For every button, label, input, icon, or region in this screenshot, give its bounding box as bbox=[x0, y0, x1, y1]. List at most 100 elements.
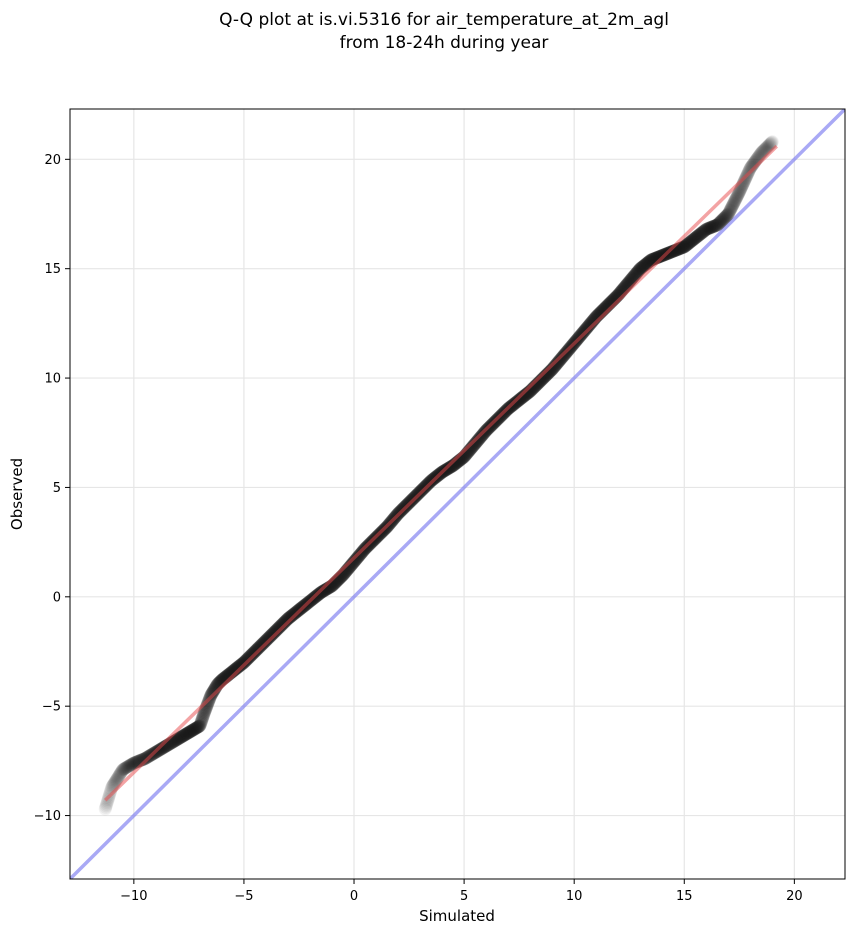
quantile-point bbox=[721, 208, 735, 222]
quantile-point bbox=[189, 721, 203, 735]
quantile-point bbox=[261, 632, 275, 646]
y-axis-ticks: −10 −5 0 5 10 15 20 bbox=[34, 153, 70, 824]
quantile-point bbox=[185, 723, 199, 737]
quantile-point bbox=[712, 217, 725, 231]
quantile-point bbox=[446, 459, 460, 473]
quantile-point bbox=[279, 613, 293, 627]
quantile-point bbox=[169, 733, 183, 747]
quantile-point bbox=[155, 741, 169, 755]
quantile-point bbox=[654, 249, 668, 263]
quantile-point bbox=[681, 236, 695, 250]
quantile-point bbox=[511, 394, 525, 408]
quantile-point bbox=[180, 727, 194, 741]
quantile-point bbox=[581, 319, 595, 333]
quantile-point bbox=[170, 733, 184, 747]
quantile-point bbox=[631, 264, 645, 278]
quantile-point bbox=[195, 711, 209, 725]
quantile-point bbox=[686, 233, 700, 247]
quantile-point bbox=[690, 230, 704, 244]
quantile-point bbox=[666, 244, 680, 258]
quantile-point bbox=[552, 354, 566, 368]
quantile-point bbox=[631, 264, 645, 278]
y-axis-label: Observed bbox=[8, 458, 26, 530]
quantile-point bbox=[123, 758, 137, 772]
quantile-point bbox=[138, 751, 152, 765]
quantile-point bbox=[266, 627, 280, 641]
quantile-point bbox=[255, 637, 269, 651]
quantile-point bbox=[194, 714, 208, 728]
quantile-point bbox=[580, 321, 594, 335]
x-tick-label: −5 bbox=[234, 889, 253, 904]
quantile-point bbox=[174, 730, 188, 744]
quantile-point bbox=[468, 436, 482, 450]
y-tick-label: −10 bbox=[34, 809, 61, 824]
quantile-point bbox=[256, 636, 270, 650]
quantile-point bbox=[245, 647, 259, 661]
quantile-point bbox=[262, 631, 276, 645]
quantile-point bbox=[675, 241, 689, 255]
quantile-point bbox=[247, 645, 261, 659]
quantile-point bbox=[238, 654, 252, 668]
quantile-point bbox=[443, 461, 457, 475]
quantile-point bbox=[627, 269, 641, 283]
quantile-point bbox=[245, 648, 259, 662]
quantile-point bbox=[244, 649, 258, 663]
quantile-point bbox=[174, 730, 188, 744]
quantile-point bbox=[126, 756, 140, 770]
quantile-point bbox=[552, 354, 566, 368]
quantile-point bbox=[743, 162, 757, 176]
quantile-point bbox=[276, 616, 290, 630]
quantile-point bbox=[691, 229, 705, 243]
quantile-point bbox=[270, 623, 284, 637]
quantile-point bbox=[181, 726, 195, 740]
quantile-point bbox=[683, 235, 697, 249]
quantile-point bbox=[639, 257, 653, 271]
quantile-point bbox=[120, 760, 134, 774]
quantile-point bbox=[579, 323, 593, 337]
quantile-point bbox=[182, 725, 196, 739]
quantile-point bbox=[702, 221, 716, 235]
quantile-point bbox=[679, 239, 693, 253]
quantile-point bbox=[684, 235, 698, 249]
quantile-point bbox=[265, 627, 279, 641]
plot-frame bbox=[69, 108, 846, 880]
quantile-point bbox=[173, 731, 187, 745]
quantile-point bbox=[703, 221, 717, 235]
quantile-point bbox=[653, 249, 667, 263]
quantile-point bbox=[273, 620, 287, 633]
quantile-point bbox=[121, 760, 135, 774]
quantile-point bbox=[268, 624, 282, 638]
quantile-point bbox=[710, 218, 724, 232]
quantile-point bbox=[696, 225, 710, 239]
quantile-point bbox=[119, 761, 133, 775]
chart-title-line-1: Q-Q plot at is.vi.5316 for air_temperatu… bbox=[219, 10, 669, 30]
quantile-point bbox=[550, 356, 564, 370]
quantile-point bbox=[250, 642, 264, 656]
quantile-point bbox=[689, 231, 703, 245]
quantile-point bbox=[444, 460, 458, 474]
quantile-point bbox=[246, 646, 260, 660]
quantile-point bbox=[154, 742, 168, 756]
quantile-point bbox=[118, 761, 132, 775]
quantile-point bbox=[551, 355, 565, 369]
quantile-point bbox=[273, 620, 287, 634]
quantile-point bbox=[630, 266, 644, 280]
quantile-point bbox=[316, 585, 330, 599]
quantile-point bbox=[634, 261, 648, 275]
quantile-point bbox=[516, 390, 530, 404]
quantile-point bbox=[246, 646, 260, 660]
quantile-point bbox=[628, 268, 642, 282]
quantile-point bbox=[549, 358, 563, 372]
quantile-point bbox=[269, 623, 283, 637]
quantile-point bbox=[720, 208, 734, 222]
quantile-point bbox=[467, 438, 481, 452]
quantile-point bbox=[272, 621, 286, 635]
quantile-point bbox=[274, 619, 288, 633]
quantile-point bbox=[695, 226, 709, 240]
quantile-point bbox=[692, 228, 706, 242]
quantile-point bbox=[257, 636, 271, 650]
quantile-point bbox=[316, 584, 330, 598]
quantile-point bbox=[187, 722, 201, 736]
quantile-point bbox=[708, 219, 722, 233]
quantile-point bbox=[184, 724, 198, 738]
